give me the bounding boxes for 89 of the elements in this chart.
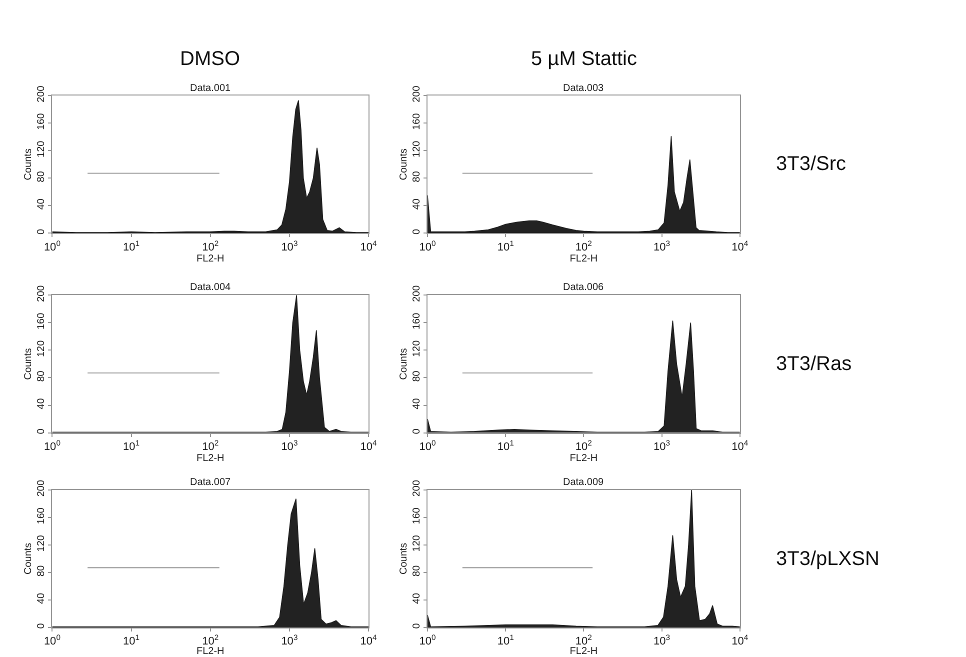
y-tick-label: 120 (36, 140, 48, 158)
y-tick-label: 40 (411, 592, 422, 604)
y-axis-title: Counts (23, 542, 34, 574)
x-tick-label: 10$^{4}$ (732, 633, 749, 648)
x-tick-label: 10$^{4}$ (360, 238, 378, 254)
x-tick-label: 10$^{3}$ (654, 633, 670, 648)
x-tick-label: 10$^{1}$ (497, 238, 514, 254)
y-tick-label: 120 (36, 340, 48, 358)
y-axis-title: Counts (398, 542, 410, 574)
y-tick-label: 200 (36, 85, 48, 102)
chart-title: Data.006 (563, 282, 604, 293)
x-tick-label: 10$^{2}$ (575, 633, 592, 648)
x-tick-label: 10$^{2}$ (202, 438, 219, 453)
y-axis-title: Counts (23, 348, 34, 380)
x-tick-label: 10$^{4}$ (360, 438, 378, 453)
x-tick-label: 10$^{2}$ (202, 633, 219, 648)
x-tick-label: 10$^{0}$ (44, 633, 60, 648)
y-tick-label: 160 (411, 312, 422, 330)
chart-title: Data.003 (563, 83, 604, 94)
y-tick-label: 120 (411, 534, 422, 552)
y-tick-label: 200 (36, 480, 48, 497)
chart-title: Data.004 (190, 282, 232, 293)
y-tick-label: 0 (36, 428, 48, 434)
x-tick-label: 10$^{4}$ (360, 633, 378, 648)
y-tick-label: 80 (411, 170, 422, 182)
y-tick-label: 40 (36, 592, 48, 604)
y-tick-label: 0 (411, 228, 422, 234)
chart-title: Data.007 (190, 477, 232, 488)
x-tick-label: 10$^{4}$ (732, 438, 749, 453)
x-tick-label: 10$^{1}$ (497, 633, 514, 648)
chart-title: Data.001 (190, 83, 232, 94)
y-tick-label: 160 (36, 507, 48, 524)
y-tick-label: 200 (411, 480, 422, 497)
y-tick-label: 200 (411, 85, 422, 102)
x-axis-title: FL2-H (196, 253, 224, 264)
y-tick-label: 40 (411, 198, 422, 210)
x-tick-label: 10$^{1}$ (497, 438, 514, 453)
x-tick-label: 10$^{3}$ (654, 438, 670, 453)
y-tick-label: 160 (411, 507, 422, 524)
text: 5 µM Stattic (531, 48, 637, 70)
y-tick-label: 0 (36, 228, 48, 234)
y-tick-label: 80 (36, 370, 48, 382)
x-tick-label: 10$^{4}$ (732, 238, 749, 254)
y-tick-label: 160 (36, 112, 48, 130)
x-tick-label: 10$^{1}$ (123, 238, 140, 254)
y-tick-label: 80 (411, 370, 422, 382)
x-axis-title: FL2-H (196, 453, 224, 464)
y-tick-label: 200 (411, 284, 422, 302)
y-tick-label: 160 (36, 312, 48, 330)
text: 3T3/pLXSN (776, 548, 880, 570)
text: 3T3/Ras (776, 353, 852, 375)
y-tick-label: 0 (411, 622, 422, 629)
x-tick-label: 10$^{2}$ (575, 438, 592, 453)
y-axis-title: Counts (23, 148, 34, 180)
y-tick-label: 40 (36, 398, 48, 410)
y-axis-title: Counts (398, 148, 410, 180)
text: DMSO (180, 48, 240, 70)
x-tick-label: 10$^{3}$ (281, 438, 298, 453)
x-tick-label: 10$^{0}$ (419, 633, 436, 648)
x-tick-label: 10$^{0}$ (419, 238, 436, 254)
x-axis-title: FL2-H (570, 253, 598, 264)
x-tick-label: 10$^{0}$ (44, 238, 60, 254)
y-tick-label: 40 (36, 198, 48, 210)
y-tick-label: 200 (36, 284, 48, 302)
x-axis-title: FL2-H (196, 646, 224, 657)
x-tick-label: 10$^{2}$ (202, 238, 219, 254)
y-tick-label: 80 (36, 564, 48, 576)
y-tick-label: 80 (36, 170, 48, 182)
x-tick-label: 10$^{3}$ (654, 238, 670, 254)
y-tick-label: 0 (36, 622, 48, 629)
x-tick-label: 10$^{1}$ (123, 633, 140, 648)
x-tick-label: 10$^{1}$ (123, 438, 140, 453)
text: 3T3/Src (776, 153, 846, 175)
y-tick-label: 160 (411, 112, 422, 130)
y-axis-title: Counts (398, 348, 410, 380)
x-tick-label: 10$^{0}$ (419, 438, 436, 453)
y-tick-label: 120 (411, 340, 422, 358)
y-tick-label: 0 (411, 428, 422, 434)
chart-title: Data.009 (563, 477, 604, 488)
x-axis-title: FL2-H (570, 646, 598, 657)
x-tick-label: 10$^{2}$ (575, 238, 592, 254)
y-tick-label: 120 (411, 140, 422, 158)
x-tick-label: 10$^{3}$ (281, 633, 298, 648)
x-axis-title: FL2-H (570, 453, 598, 464)
x-tick-label: 10$^{0}$ (44, 438, 60, 453)
y-tick-label: 120 (36, 534, 48, 552)
y-tick-label: 80 (411, 564, 422, 576)
x-tick-label: 10$^{3}$ (281, 238, 298, 254)
y-tick-label: 40 (411, 398, 422, 410)
